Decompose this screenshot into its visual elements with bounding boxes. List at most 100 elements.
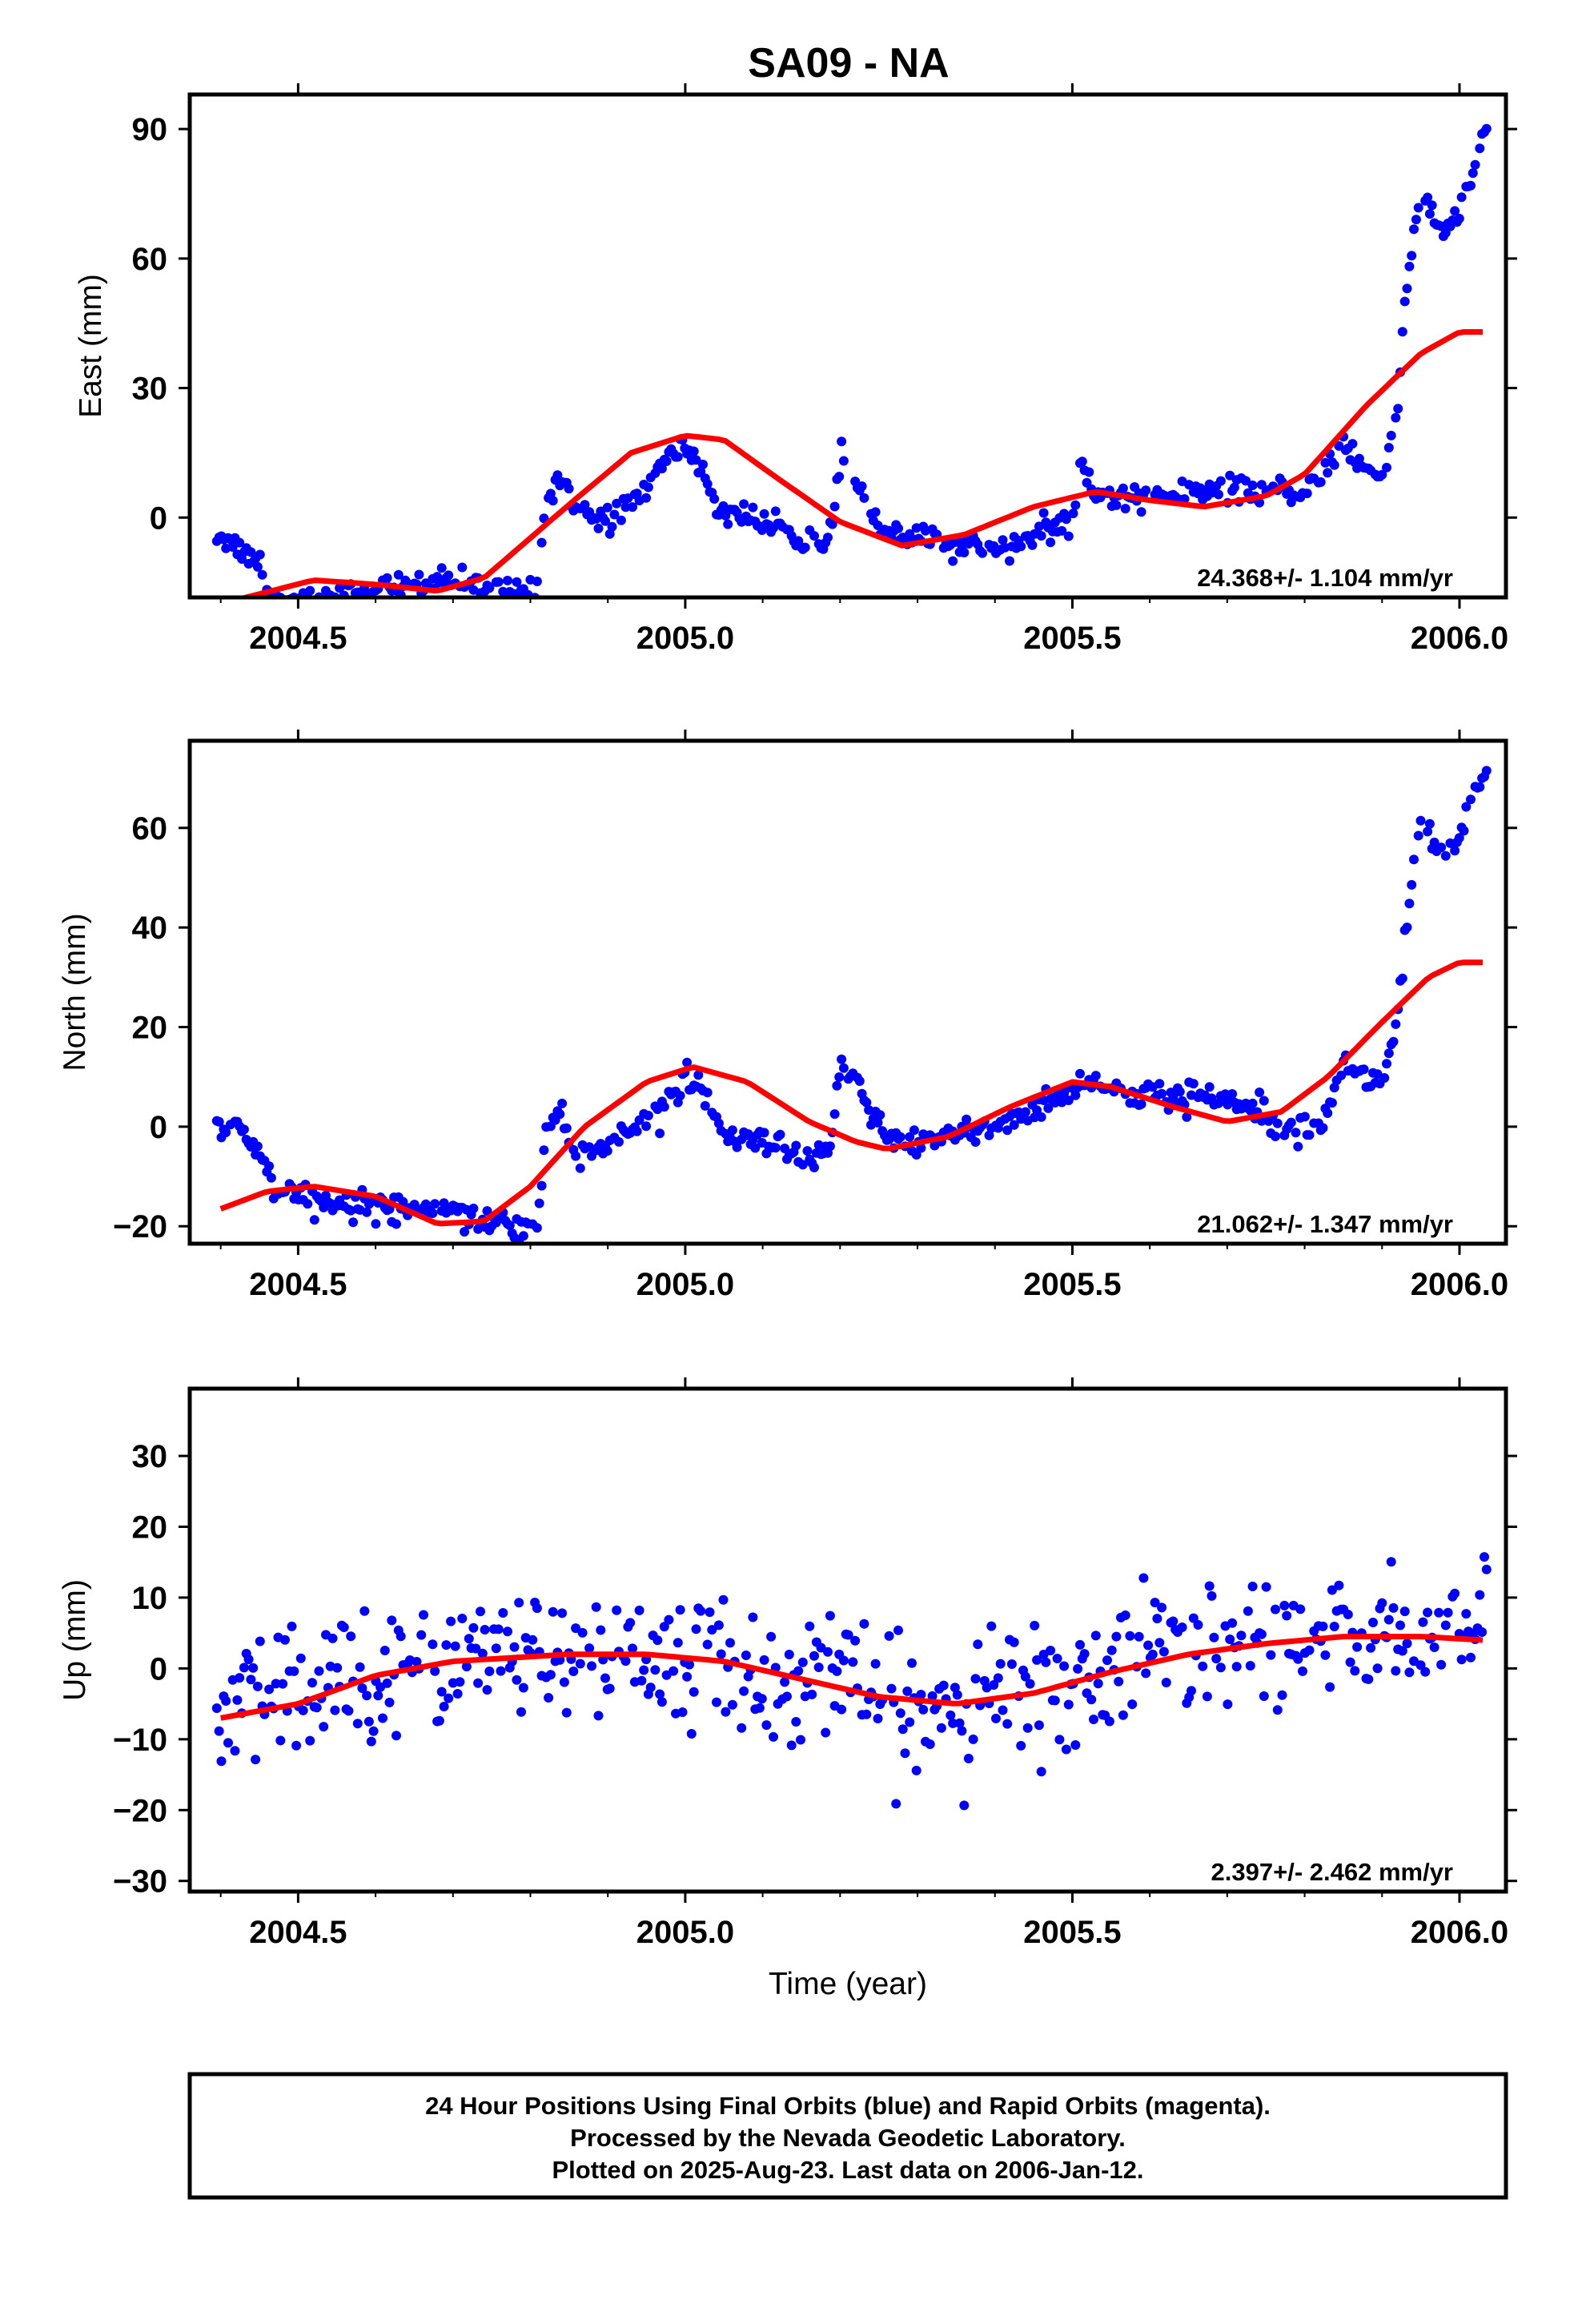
x-tick-label: 2004.5 — [249, 1915, 347, 1950]
data-point — [675, 1605, 685, 1615]
data-point — [1075, 1639, 1085, 1650]
data-point — [450, 1641, 460, 1651]
data-point — [464, 1634, 474, 1644]
y-tick-label: −20 — [113, 1209, 167, 1244]
data-point — [577, 1627, 588, 1638]
data-point — [1456, 1655, 1467, 1665]
data-point — [1070, 1090, 1081, 1100]
data-point — [264, 1684, 275, 1695]
data-point — [809, 1162, 819, 1172]
data-point — [1443, 1607, 1453, 1618]
data-point — [712, 1697, 721, 1707]
data-point — [737, 1723, 747, 1733]
data-point — [363, 1716, 374, 1727]
data-point — [1481, 1564, 1492, 1574]
data-point — [1383, 443, 1394, 452]
data-point — [938, 1680, 949, 1691]
data-point — [727, 1125, 737, 1136]
data-point — [503, 1626, 512, 1637]
y-axis-label: East (mm) — [74, 274, 108, 418]
data-point — [1391, 1019, 1401, 1029]
footer-line-3: Plotted on 2025-Aug-23. Last data on 200… — [552, 2156, 1143, 2184]
data-point — [870, 507, 881, 517]
data-point — [963, 1753, 974, 1763]
data-point — [1372, 1663, 1383, 1674]
data-point — [1459, 826, 1469, 836]
data-point — [916, 1143, 926, 1153]
data-point — [496, 1666, 506, 1676]
data-point — [1036, 1112, 1046, 1122]
data-point — [1409, 854, 1419, 865]
x-tick-label: 2006.0 — [1411, 621, 1508, 656]
data-point — [1147, 1649, 1158, 1659]
data-point — [1363, 1674, 1374, 1684]
data-point — [1450, 206, 1460, 216]
chart-title: SA09 - NA — [748, 40, 949, 86]
data-point — [1399, 296, 1410, 307]
data-point — [604, 1683, 615, 1694]
data-point — [216, 1756, 227, 1767]
data-point — [1102, 1655, 1112, 1666]
data-point — [739, 499, 749, 509]
data-point — [682, 1671, 693, 1682]
data-point — [628, 1643, 637, 1654]
data-point — [1090, 1071, 1101, 1081]
data-point — [1302, 489, 1312, 499]
data-point — [591, 1602, 601, 1612]
y-tick-label: 0 — [150, 1110, 167, 1145]
data-point — [905, 1132, 915, 1142]
data-point — [516, 1707, 526, 1717]
data-point — [998, 535, 1008, 545]
y-tick-label: −30 — [113, 1864, 167, 1900]
footer-box — [187, 2072, 1508, 2200]
data-point — [512, 577, 522, 587]
data-point — [656, 1697, 667, 1707]
data-point — [1399, 1606, 1410, 1617]
data-point — [750, 1143, 761, 1153]
data-point — [534, 1198, 544, 1208]
data-point — [1475, 1590, 1485, 1600]
data-point — [248, 1663, 259, 1673]
data-point — [477, 1648, 488, 1659]
data-point — [473, 1678, 484, 1688]
footer-line-1: 24 Hour Positions Using Final Orbits (bl… — [425, 2092, 1271, 2120]
data-point — [834, 1072, 845, 1082]
data-point — [859, 493, 869, 503]
data-point — [829, 1109, 840, 1120]
data-point — [1006, 1659, 1017, 1669]
data-point — [457, 562, 468, 573]
data-point — [916, 1690, 926, 1699]
data-point — [373, 1691, 383, 1701]
data-point — [1323, 468, 1333, 478]
data-point — [1141, 485, 1151, 496]
data-point — [1138, 1573, 1149, 1583]
data-point — [1334, 1580, 1344, 1590]
data-point — [532, 577, 542, 586]
data-point — [382, 573, 392, 583]
rate-label: 21.062+/- 1.347 mm/yr — [1197, 1210, 1453, 1238]
data-point — [214, 1726, 224, 1736]
data-point — [1127, 1699, 1138, 1710]
data-point — [1304, 1645, 1315, 1655]
data-point — [1111, 500, 1122, 510]
data-point — [332, 1663, 343, 1673]
data-point — [713, 1620, 724, 1630]
data-point — [769, 1731, 778, 1742]
data-point — [1261, 1582, 1271, 1592]
y-tick-label: 30 — [132, 1439, 168, 1474]
data-point — [444, 1693, 454, 1703]
data-point — [843, 1630, 853, 1640]
data-point — [989, 1680, 999, 1690]
y-tick-label: 20 — [132, 1510, 168, 1545]
data-point — [593, 1711, 604, 1721]
data-point — [461, 1662, 472, 1672]
data-point — [1104, 1716, 1114, 1727]
data-point — [587, 1661, 596, 1671]
data-point — [504, 1220, 515, 1231]
fit-curve — [219, 959, 1483, 1227]
data-point — [991, 1713, 1001, 1723]
data-point — [252, 1681, 263, 1691]
data-point — [1377, 469, 1387, 480]
data-point — [782, 1691, 792, 1702]
data-point — [825, 1141, 835, 1152]
